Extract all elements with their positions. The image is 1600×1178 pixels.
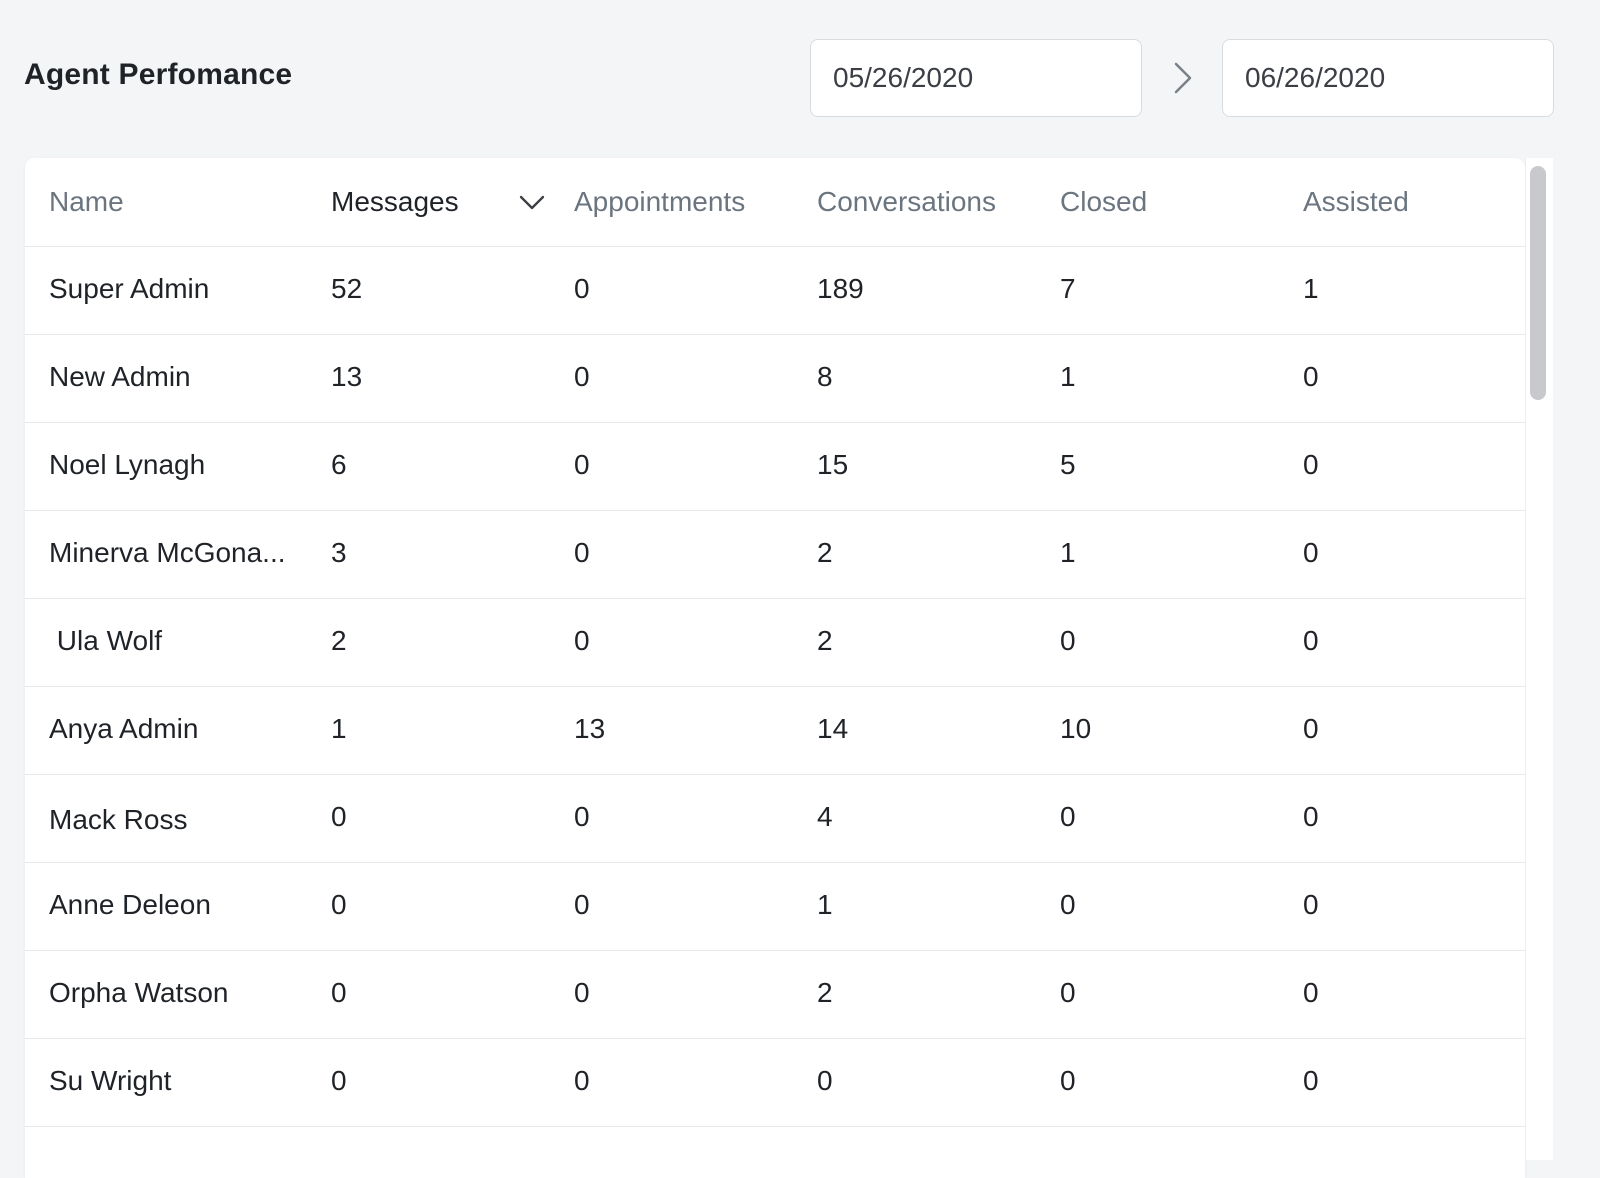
closed-count: 7	[1060, 273, 1076, 304]
assisted-count: 0	[1303, 977, 1319, 1008]
column-header-conversations[interactable]: Conversations	[817, 186, 996, 217]
table-row[interactable]: New Admin 13 0 8 1 0	[25, 334, 1525, 423]
page-title: Agent Perfomance	[24, 58, 293, 91]
scrollbar-thumb[interactable]	[1530, 166, 1546, 400]
conversations-count: 15	[817, 449, 849, 480]
table-row[interactable]: Anya Admin 1 13 14 10 0	[25, 686, 1525, 775]
assisted-count: 0	[1303, 1065, 1319, 1096]
start-date-input[interactable]	[810, 39, 1142, 117]
agent-name: Anne Deleon	[49, 889, 211, 920]
messages-count: 0	[331, 1065, 347, 1096]
appointments-count: 0	[574, 537, 590, 568]
conversations-count: 2	[817, 977, 833, 1008]
messages-count: 3	[331, 537, 347, 568]
messages-count: 2	[331, 625, 347, 656]
appointments-count: 0	[574, 801, 590, 832]
table-header: Name Messages Appointments Conversations…	[25, 158, 1525, 247]
agent-name: Ula Wolf	[49, 625, 163, 656]
assisted-count: 0	[1303, 361, 1319, 392]
table-row[interactable]: Mack Ross 0 0 4 0 0	[25, 774, 1525, 863]
agent-name: Minerva McGona...	[49, 537, 286, 568]
appointments-count: 0	[574, 977, 590, 1008]
conversations-count: 0	[817, 1065, 833, 1096]
conversations-count: 2	[817, 537, 833, 568]
messages-count: 1	[331, 713, 347, 744]
agent-name: Orpha Watson	[49, 977, 229, 1008]
agent-name: Noel Lynagh	[49, 449, 206, 480]
chevron-down-icon[interactable]	[518, 194, 546, 212]
messages-count: 52	[331, 273, 363, 304]
appointments-count: 0	[574, 625, 590, 656]
closed-count: 10	[1060, 713, 1092, 744]
column-header-appointments[interactable]: Appointments	[574, 186, 746, 217]
agent-name: Su Wright	[49, 1065, 172, 1096]
agent-name: Anya Admin	[49, 713, 199, 744]
closed-count: 1	[1060, 537, 1076, 568]
chevron-right-icon	[1174, 62, 1192, 94]
closed-count: 0	[1060, 889, 1076, 920]
assisted-count: 0	[1303, 801, 1319, 832]
conversations-count: 1	[817, 889, 833, 920]
appointments-count: 0	[574, 361, 590, 392]
closed-count: 1	[1060, 361, 1076, 392]
closed-count: 5	[1060, 449, 1076, 480]
appointments-count: 0	[574, 273, 590, 304]
assisted-count: 1	[1303, 273, 1319, 304]
messages-count: 13	[331, 361, 363, 392]
end-date-input[interactable]	[1222, 39, 1554, 117]
column-header-name[interactable]: Name	[49, 186, 124, 217]
column-header-assisted[interactable]: Assisted	[1303, 186, 1409, 217]
conversations-count: 14	[817, 713, 849, 744]
messages-count: 0	[331, 977, 347, 1008]
assisted-count: 0	[1303, 713, 1319, 744]
conversations-count: 4	[817, 801, 833, 832]
agent-performance-table: Name Messages Appointments Conversations…	[25, 158, 1525, 1178]
appointments-count: 0	[574, 889, 590, 920]
appointments-count: 13	[574, 713, 606, 744]
table-row[interactable]: Anne Deleon 0 0 1 0 0	[25, 862, 1525, 951]
assisted-count: 0	[1303, 537, 1319, 568]
assisted-count: 0	[1303, 625, 1319, 656]
agent-name: Super Admin	[49, 273, 210, 304]
conversations-count: 8	[817, 361, 833, 392]
column-header-closed[interactable]: Closed	[1060, 186, 1148, 217]
agent-name: Mack Ross	[49, 804, 188, 835]
closed-count: 0	[1060, 977, 1076, 1008]
agent-name: New Admin	[49, 361, 191, 392]
table-row[interactable]: Noel Lynagh 6 0 15 5 0	[25, 422, 1525, 511]
closed-count: 0	[1060, 1065, 1076, 1096]
messages-count: 0	[331, 801, 347, 832]
table-row[interactable]: Su Wright 0 0 0 0 0	[25, 1038, 1525, 1127]
table-row[interactable]: Orpha Watson 0 0 2 0 0	[25, 950, 1525, 1039]
table-row[interactable]: Ula Wolf 2 0 2 0 0	[25, 598, 1525, 687]
messages-count: 0	[331, 889, 347, 920]
closed-count: 0	[1060, 625, 1076, 656]
closed-count: 0	[1060, 801, 1076, 832]
appointments-count: 0	[574, 449, 590, 480]
messages-count: 6	[331, 449, 347, 480]
table-row[interactable]: Super Admin 52 0 189 7 1	[25, 246, 1525, 335]
assisted-count: 0	[1303, 889, 1319, 920]
conversations-count: 189	[817, 273, 864, 304]
assisted-count: 0	[1303, 449, 1319, 480]
appointments-count: 0	[574, 1065, 590, 1096]
conversations-count: 2	[817, 625, 833, 656]
column-header-messages[interactable]: Messages	[331, 186, 459, 217]
table-row[interactable]: Minerva McGona... 3 0 2 1 0	[25, 510, 1525, 599]
